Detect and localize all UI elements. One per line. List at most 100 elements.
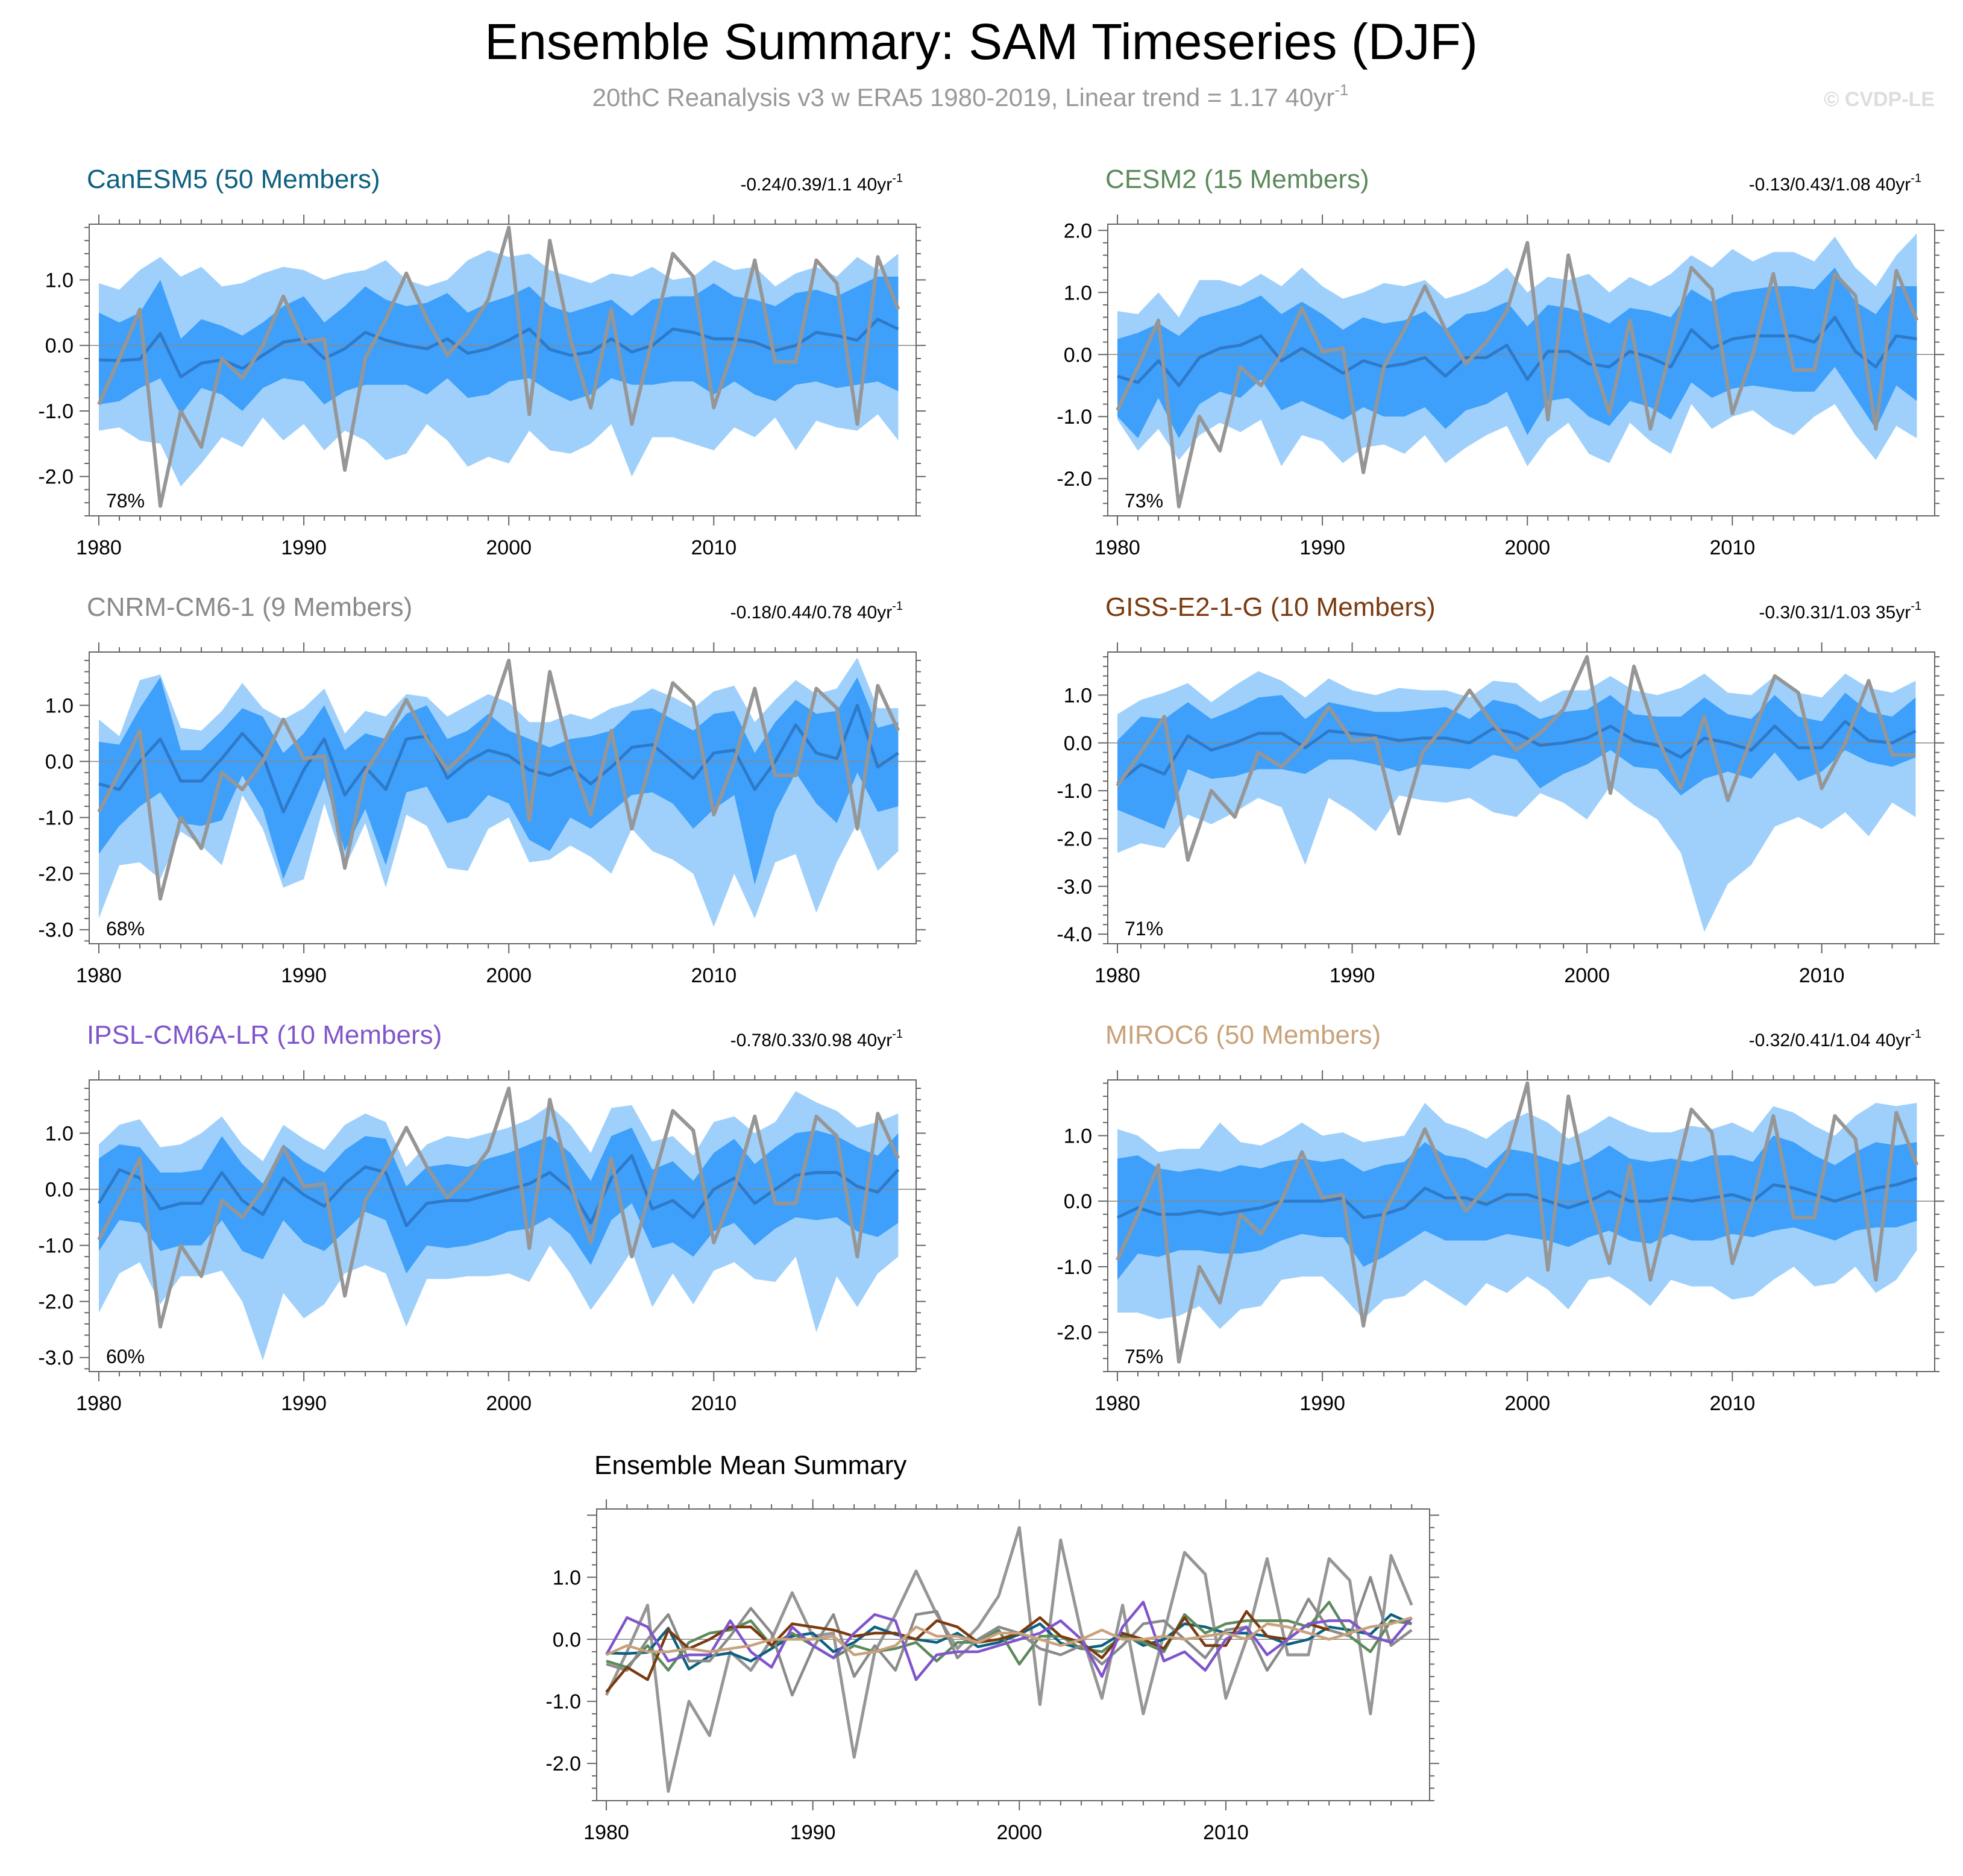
x-axis-miroc6: 1980 1990 2000 2010 bbox=[1095, 1070, 1918, 1415]
y-tick-label: -1.0 bbox=[38, 1235, 74, 1258]
ensemble-mean-line-ipsl bbox=[97, 1154, 900, 1228]
observations-line-miroc6 bbox=[1116, 1081, 1919, 1364]
x-tick-label: 1980 bbox=[1095, 1392, 1140, 1415]
series-line-miroc6 bbox=[606, 1616, 1412, 1657]
y-tick-label: -2.0 bbox=[1057, 468, 1092, 491]
y-axis-canesm5: 1.0 0.0 -1.0 -2.0 bbox=[38, 227, 926, 516]
y-tick-label: -1.0 bbox=[1057, 780, 1092, 803]
x-tick-label: 1980 bbox=[76, 964, 122, 987]
frame-giss bbox=[1107, 651, 1935, 944]
panel-ensmean: 1.0 0.0 -1.0 -2.0 1980 1990 2000 2010 Ensemble M… bbox=[545, 1451, 1439, 1844]
x-tick-label: 2010 bbox=[1203, 1821, 1249, 1844]
trend-label: -0.32/0.41/1.04 40yr-1 bbox=[1749, 1027, 1921, 1050]
x-tick-label: 1990 bbox=[1299, 536, 1345, 559]
panel-title: CESM2 (15 Members) bbox=[1105, 165, 1369, 194]
x-tick-label: 2000 bbox=[1504, 1392, 1550, 1415]
trend-label: -0.3/0.31/1.03 35yr-1 bbox=[1759, 600, 1921, 623]
observations-line-canesm5 bbox=[97, 225, 900, 508]
trend-label: -0.18/0.44/0.78 40yr-1 bbox=[730, 600, 903, 623]
subtitle-main: 20thC Reanalysis v3 w ERA5 1980-2019, Li… bbox=[592, 83, 1335, 111]
y-tick-label: 1.0 bbox=[553, 1566, 581, 1589]
panel-cesm2: 2.0 1.0 0.0 -1.0 -2.0 1980 1990 2000 2010 CESM2 (… bbox=[1057, 165, 1944, 559]
plot-area-cesm2 bbox=[1108, 233, 1935, 509]
y-tick-label: 0.0 bbox=[45, 1179, 74, 1202]
panel-title: GISS-E2-1-G (10 Members) bbox=[1105, 592, 1436, 622]
frame-ensmean bbox=[596, 1508, 1430, 1801]
frame-miroc6 bbox=[1107, 1079, 1935, 1372]
x-axis-canesm5: 1980 1990 2000 2010 bbox=[76, 215, 899, 559]
x-tick-label: 2010 bbox=[691, 964, 737, 987]
trend-main: -0.32/0.41/1.04 40yr bbox=[1749, 1031, 1911, 1050]
plot-area-ipsl bbox=[89, 1087, 916, 1361]
y-tick-label: -2.0 bbox=[1057, 827, 1092, 850]
y-tick-label: 0.0 bbox=[45, 751, 74, 774]
y-tick-label: 1.0 bbox=[1064, 281, 1092, 304]
y-tick-label: -1.0 bbox=[38, 807, 74, 830]
y-tick-label: 0.0 bbox=[1064, 344, 1092, 366]
ensemble-mean-line-cesm2 bbox=[1117, 316, 1917, 387]
ensemble-mean-line-miroc6 bbox=[1116, 1176, 1918, 1219]
trend-label: -0.78/0.33/0.98 40yr-1 bbox=[730, 1027, 903, 1050]
frame-cesm2 bbox=[1107, 224, 1935, 516]
x-tick-label: 1980 bbox=[76, 536, 122, 559]
plot-area-miroc6 bbox=[1108, 1081, 1935, 1364]
x-tick-label: 2000 bbox=[1504, 536, 1550, 559]
y-tick-label: 1.0 bbox=[45, 694, 74, 717]
x-tick-label: 2000 bbox=[486, 536, 532, 559]
percent-label: 78% bbox=[106, 490, 145, 512]
series-line-ipsl bbox=[605, 1601, 1413, 1681]
trend-superscript: -1 bbox=[892, 172, 903, 185]
subtitle-superscript: -1 bbox=[1334, 81, 1348, 99]
ensemble-mean-line-cnrm bbox=[98, 703, 899, 814]
x-tick-label: 2000 bbox=[486, 1392, 532, 1415]
y-tick-label: -2.0 bbox=[545, 1752, 581, 1775]
trend-main: -0.78/0.33/0.98 40yr bbox=[730, 1031, 893, 1050]
x-tick-label: 2000 bbox=[486, 964, 532, 987]
x-axis-ipsl: 1980 1990 2000 2010 bbox=[76, 1070, 899, 1415]
y-axis-miroc6: 1.0 0.0 -1.0 -2.0 bbox=[1057, 1082, 1944, 1372]
panel-miroc6: 1.0 0.0 -1.0 -2.0 1980 1990 2000 2010 MIROC6 (50… bbox=[1057, 1020, 1944, 1415]
figure-title: Ensemble Summary: SAM Timeseries (DJF) bbox=[485, 13, 1478, 70]
percent-label: 60% bbox=[106, 1346, 145, 1367]
trend-label: -0.13/0.43/1.08 40yr-1 bbox=[1749, 172, 1921, 195]
x-tick-label: 1980 bbox=[76, 1392, 122, 1415]
plot-area-cnrm bbox=[89, 657, 916, 927]
panel-title: CanESM5 (50 Members) bbox=[87, 165, 380, 194]
y-tick-label: 1.0 bbox=[1064, 684, 1092, 707]
trend-main: -0.24/0.39/1.1 40yr bbox=[740, 175, 892, 195]
y-tick-label: -4.0 bbox=[1057, 923, 1092, 946]
y-tick-label: 0.0 bbox=[1064, 1190, 1092, 1213]
percent-label: 73% bbox=[1125, 490, 1163, 512]
x-tick-label: 2010 bbox=[1709, 1392, 1755, 1415]
y-tick-label: -2.0 bbox=[38, 1291, 74, 1314]
x-axis-ensmean: 1980 1990 2000 2010 bbox=[583, 1499, 1413, 1844]
x-tick-label: 1980 bbox=[1095, 536, 1140, 559]
plot-area-giss bbox=[1108, 654, 1935, 932]
y-tick-label: 1.0 bbox=[1064, 1125, 1092, 1147]
y-tick-label: -3.0 bbox=[1057, 876, 1092, 899]
trend-main: -0.13/0.43/1.08 40yr bbox=[1749, 175, 1911, 195]
y-tick-label: -2.0 bbox=[1057, 1322, 1092, 1344]
y-tick-label: 2.0 bbox=[1064, 219, 1092, 242]
observations-line-giss bbox=[1116, 654, 1916, 862]
x-tick-label: 1980 bbox=[1095, 964, 1140, 987]
x-tick-label: 2000 bbox=[1564, 964, 1610, 987]
x-tick-label: 1990 bbox=[790, 1821, 836, 1844]
panel-title: Ensemble Mean Summary bbox=[594, 1451, 906, 1480]
panel-canesm5: 1.0 0.0 -1.0 -2.0 1980 1990 2000 2010 CanESM5 (5… bbox=[38, 165, 926, 559]
series-line-canesm5 bbox=[606, 1613, 1413, 1671]
x-tick-label: 2010 bbox=[691, 536, 737, 559]
x-tick-label: 2010 bbox=[691, 1392, 737, 1415]
x-tick-label: 2010 bbox=[1709, 536, 1755, 559]
cvdp-watermark: © CVDP-LE bbox=[1824, 88, 1935, 111]
y-tick-label: -3.0 bbox=[38, 1347, 74, 1370]
y-tick-label: 0.0 bbox=[553, 1628, 581, 1651]
y-tick-label: -1.0 bbox=[1057, 406, 1092, 428]
x-tick-label: 1990 bbox=[1299, 1392, 1345, 1415]
observations-line-ensmean bbox=[605, 1526, 1413, 1793]
x-tick-label: 2000 bbox=[996, 1821, 1042, 1844]
